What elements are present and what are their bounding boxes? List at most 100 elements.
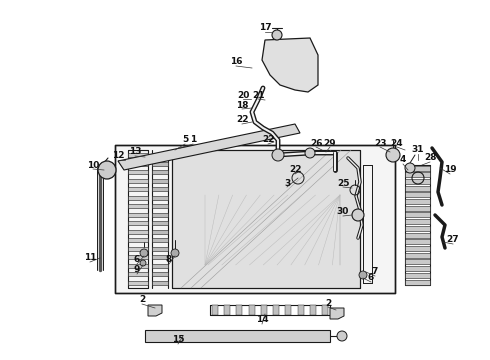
Bar	[405, 246, 430, 251]
Circle shape	[272, 30, 282, 40]
Bar	[212, 305, 218, 315]
Bar	[297, 305, 304, 315]
Bar	[128, 264, 148, 268]
Circle shape	[140, 249, 148, 257]
Bar	[128, 230, 148, 234]
Circle shape	[359, 271, 367, 279]
Bar	[237, 305, 243, 315]
Text: 17: 17	[259, 23, 271, 32]
Bar	[152, 187, 168, 191]
Bar	[405, 260, 430, 264]
Text: 14: 14	[256, 315, 269, 324]
Bar	[128, 179, 148, 183]
Bar	[128, 162, 148, 166]
Bar	[248, 305, 255, 315]
Polygon shape	[148, 305, 162, 316]
Text: 20: 20	[237, 90, 249, 99]
Text: 2: 2	[325, 298, 331, 307]
Text: 24: 24	[391, 139, 403, 148]
Bar	[128, 273, 148, 276]
Bar	[128, 281, 148, 285]
Text: 4: 4	[400, 156, 406, 165]
Text: 11: 11	[84, 253, 96, 262]
Bar	[285, 305, 292, 315]
Bar	[273, 305, 279, 315]
Bar	[115, 145, 395, 293]
Bar	[128, 196, 148, 200]
Polygon shape	[330, 308, 344, 319]
Text: 18: 18	[236, 100, 248, 109]
Bar	[405, 219, 430, 224]
Bar	[152, 273, 168, 276]
Bar	[405, 179, 430, 184]
Bar	[152, 264, 168, 268]
Bar	[152, 281, 168, 285]
Bar	[128, 221, 148, 225]
Bar	[128, 247, 148, 251]
Bar	[152, 230, 168, 234]
Text: 10: 10	[87, 161, 99, 170]
Circle shape	[337, 331, 347, 341]
Bar	[405, 266, 430, 271]
Text: 28: 28	[424, 153, 436, 162]
Bar	[128, 255, 148, 260]
Circle shape	[305, 148, 315, 158]
Bar	[128, 238, 148, 242]
Bar	[128, 204, 148, 208]
Bar	[128, 153, 148, 157]
Bar	[405, 172, 430, 177]
Text: 13: 13	[129, 148, 141, 157]
Text: 3: 3	[284, 179, 290, 188]
Bar	[152, 204, 168, 208]
Text: 22: 22	[236, 116, 248, 125]
Bar	[128, 170, 148, 174]
Bar	[405, 226, 430, 231]
Bar	[405, 199, 430, 204]
Text: 6: 6	[134, 256, 140, 265]
Bar	[405, 212, 430, 217]
Bar	[152, 247, 168, 251]
Text: 8: 8	[166, 256, 172, 265]
Text: 12: 12	[112, 152, 124, 161]
Bar	[152, 170, 168, 174]
Text: 22: 22	[262, 135, 274, 144]
Text: 21: 21	[252, 90, 264, 99]
Text: 9: 9	[134, 266, 140, 274]
Bar	[152, 153, 168, 157]
Bar	[152, 221, 168, 225]
Bar	[405, 279, 430, 284]
Text: 22: 22	[289, 166, 301, 175]
Bar	[405, 253, 430, 258]
Circle shape	[352, 209, 364, 221]
Bar	[322, 305, 328, 315]
Bar	[128, 213, 148, 217]
Text: 19: 19	[443, 166, 456, 175]
Bar	[405, 239, 430, 244]
Circle shape	[171, 249, 179, 257]
Bar	[152, 238, 168, 242]
Circle shape	[140, 260, 146, 266]
Bar	[405, 206, 430, 211]
Bar	[261, 305, 267, 315]
Bar	[152, 196, 168, 200]
Text: 31: 31	[412, 145, 424, 154]
Circle shape	[98, 161, 116, 179]
Text: 29: 29	[324, 139, 336, 148]
Bar	[224, 305, 230, 315]
Bar	[405, 273, 430, 278]
Bar	[145, 330, 330, 342]
Circle shape	[272, 149, 284, 161]
Bar	[405, 166, 430, 171]
Bar	[152, 162, 168, 166]
Text: 5: 5	[182, 135, 188, 144]
Text: 6: 6	[368, 274, 374, 283]
Bar	[172, 150, 360, 288]
Circle shape	[386, 148, 400, 162]
Text: 25: 25	[337, 179, 349, 188]
Text: 2: 2	[139, 296, 145, 305]
Text: 23: 23	[374, 139, 386, 148]
Bar	[405, 233, 430, 238]
Bar	[128, 187, 148, 191]
Circle shape	[405, 163, 415, 173]
Bar	[152, 255, 168, 260]
